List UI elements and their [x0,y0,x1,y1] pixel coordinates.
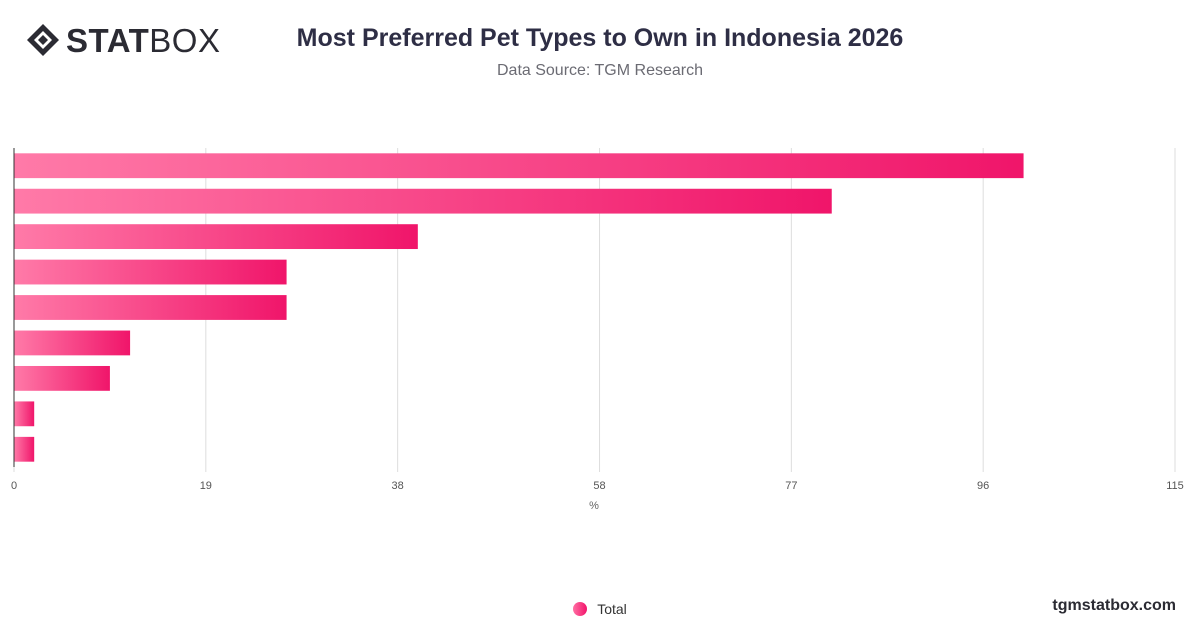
legend-marker [573,602,588,616]
bars [14,153,1024,462]
bar[interactable] [14,153,1024,179]
diamond-logo-icon [27,24,59,56]
x-axis-label: % [589,500,599,512]
bar[interactable] [14,188,832,214]
x-tick-label: 77 [785,480,797,492]
chart-subtitle: Data Source: TGM Research [496,62,703,79]
bar[interactable] [14,401,35,427]
bar[interactable] [14,295,287,320]
legend-label: Total [597,601,627,617]
bar[interactable] [14,330,131,356]
x-tick-label: 58 [593,480,605,492]
x-tick-label: 115 [1166,480,1184,492]
x-tick-labels: 0 19 38 58 77 96 115 [11,480,1184,492]
x-tick-label: 96 [977,480,989,492]
bar[interactable] [14,365,110,391]
bar[interactable] [14,259,287,285]
x-tick-label: 19 [200,480,212,492]
chart-title: Most Preferred Pet Types to Own in Indon… [296,24,904,52]
bar[interactable] [14,436,35,462]
legend[interactable]: Total [0,601,1200,617]
brand-url: tgmstatbox.com [1052,597,1176,614]
x-tick-label: 38 [392,480,404,492]
bar[interactable] [14,224,418,250]
logo-wordmark: STATBOX [66,21,221,59]
statbox-logo: STATBOX [26,22,220,58]
x-tick-label: 0 [11,480,17,492]
